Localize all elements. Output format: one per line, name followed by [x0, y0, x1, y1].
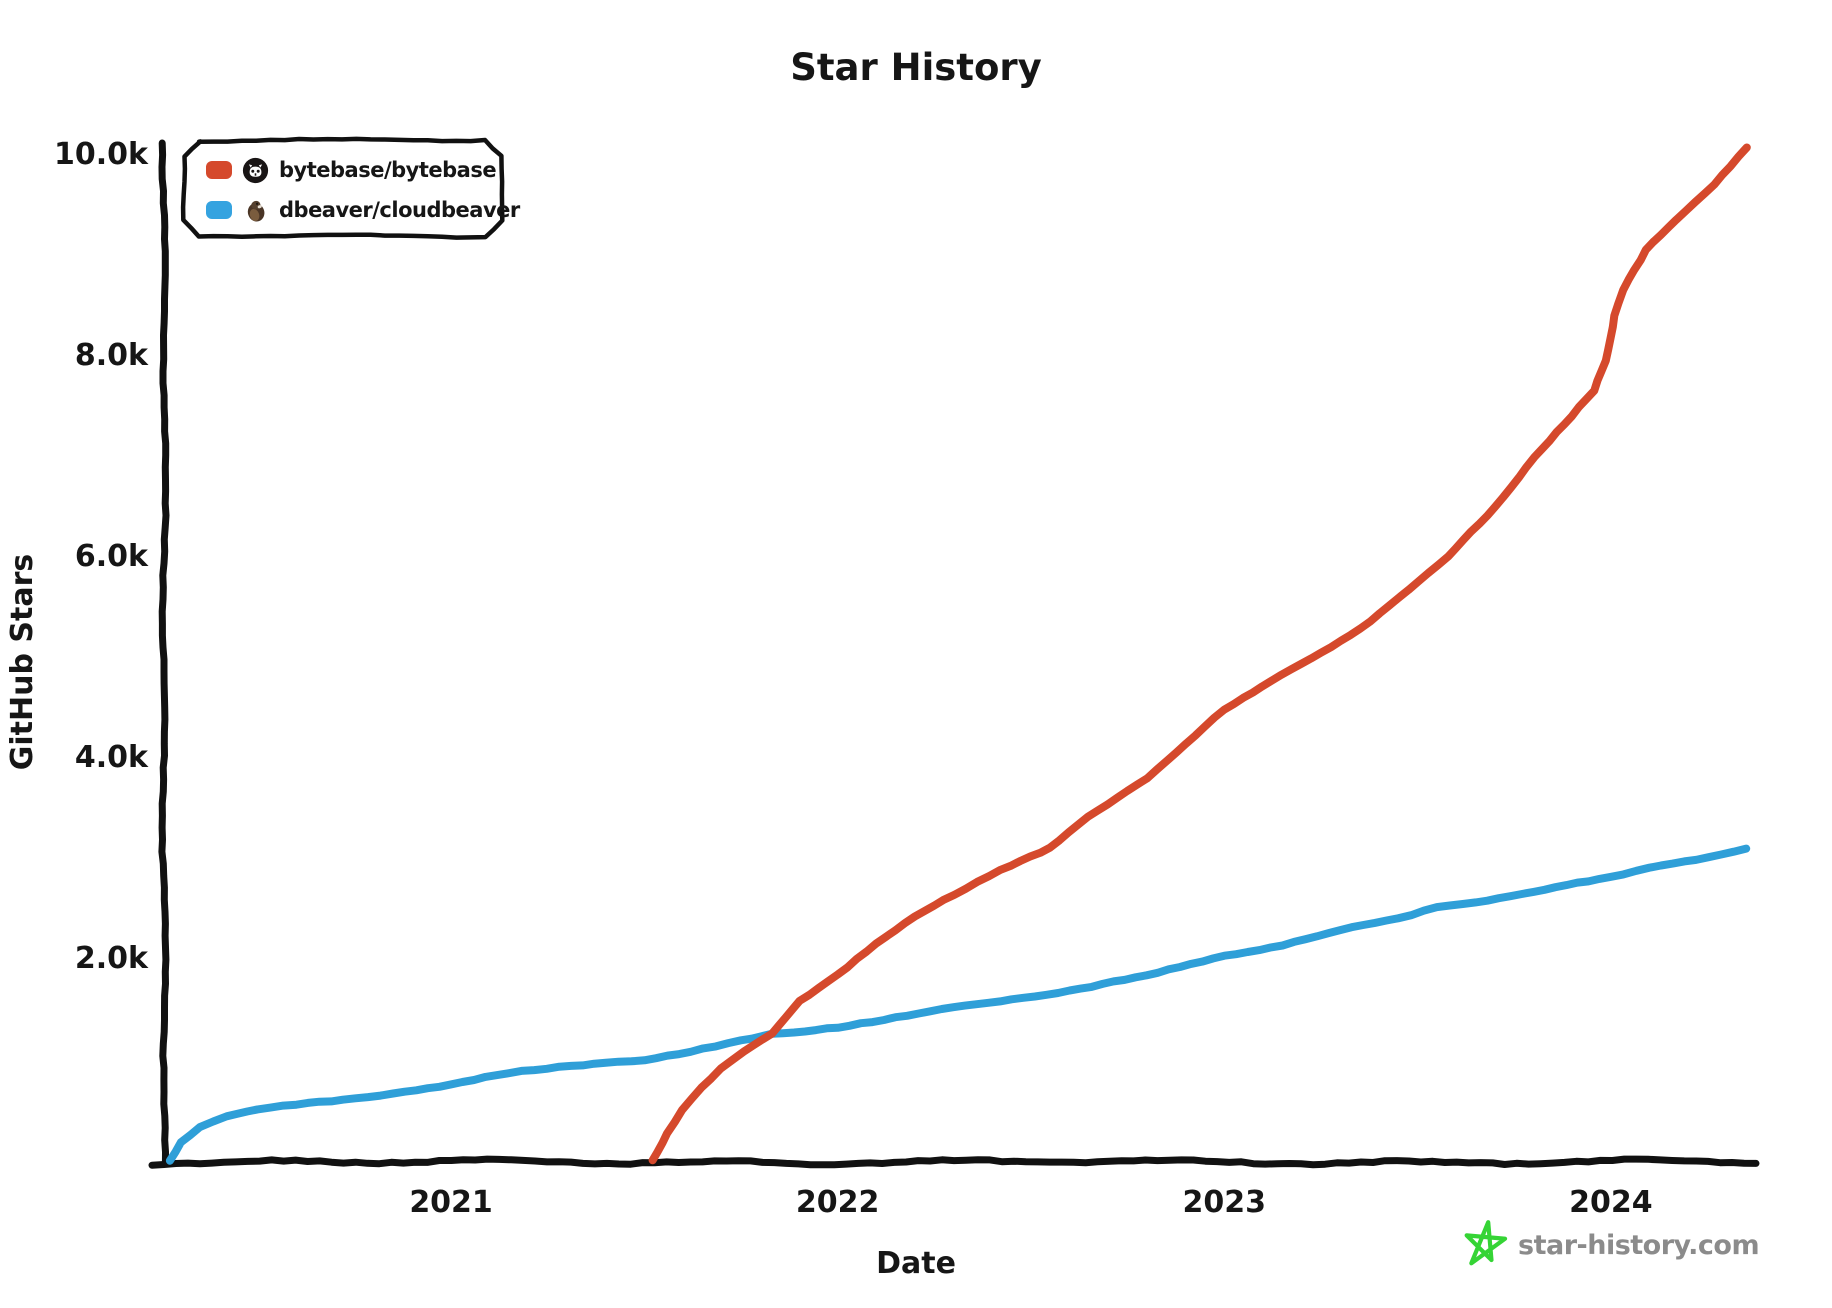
x-tick-label: 2022	[795, 1185, 880, 1220]
y-tick-label: 2.0k	[74, 941, 148, 976]
x-tick-label: 2023	[1182, 1185, 1266, 1220]
x-axis-title: Date	[876, 1246, 956, 1281]
x-tick-label: 2024	[1569, 1185, 1653, 1220]
y-axis-line	[158, 139, 170, 1168]
legend-label: bytebase/bytebase	[279, 158, 497, 182]
chart-title: Star History	[790, 46, 1042, 89]
legend-item-cloudbeaver: dbeaver/cloudbeaver	[206, 194, 520, 226]
beaver-icon	[247, 200, 265, 222]
x-tick-label: 2021	[409, 1185, 493, 1220]
legend-label: dbeaver/cloudbeaver	[279, 198, 520, 222]
x-axis-line	[148, 1155, 1760, 1169]
series-color-marker-blue	[206, 201, 232, 219]
series-color-marker-red	[206, 161, 232, 179]
y-tick-label: 10.0k	[54, 137, 148, 173]
y-tick-label: 6.0k	[74, 539, 148, 575]
star-history-star-icon	[1464, 1220, 1508, 1266]
legend: bytebase/bytebase dbeaver/cloudbeaver	[186, 144, 520, 236]
y-tick-label: 8.0k	[74, 338, 148, 374]
y-tick-label: 4.0k	[74, 740, 148, 776]
watermark: star-history.com	[1462, 1210, 1802, 1280]
bytebase-line	[648, 143, 1751, 1165]
legend-border	[180, 136, 505, 240]
watermark-text: star-history.com	[1518, 1229, 1760, 1261]
legend-item-bytebase: bytebase/bytebase	[206, 154, 498, 186]
cloudbeaver-line	[165, 844, 1751, 1165]
github-octocat-icon	[242, 157, 269, 183]
